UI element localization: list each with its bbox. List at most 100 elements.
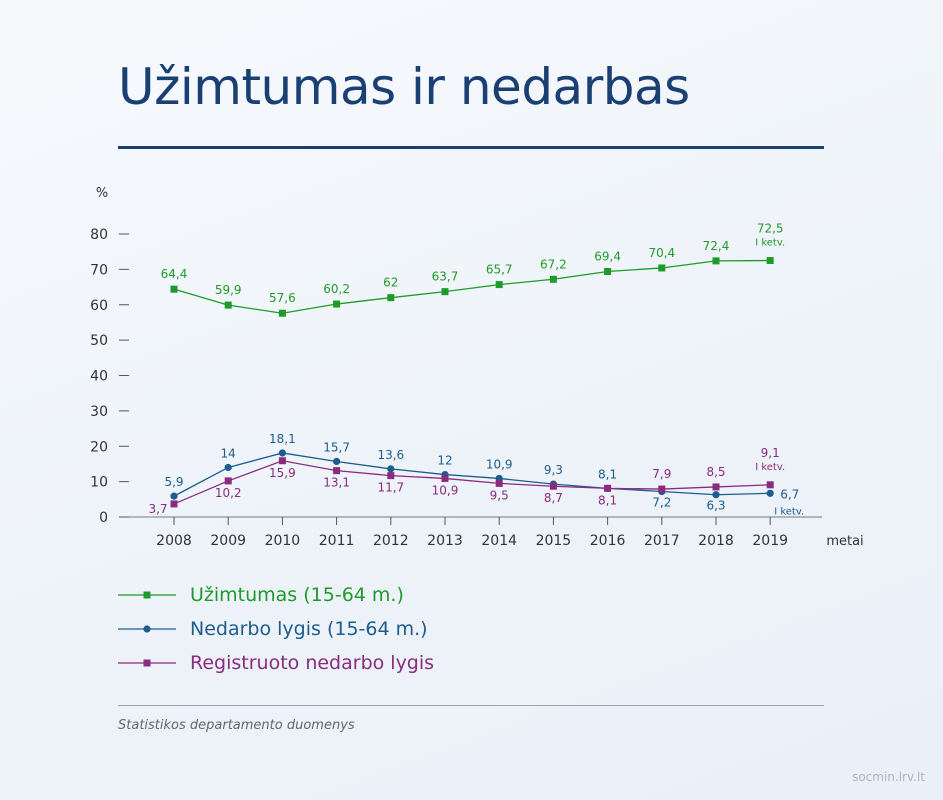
x-tick-label-2010: 2010 xyxy=(265,533,301,549)
legend-item-nedarbo-lygis: Nedarbo lygis (15-64 m.) xyxy=(118,612,434,646)
point-registruoto-nedarbo-2016 xyxy=(604,484,612,492)
data-note-registruoto-nedarbo-2019: I ketv. xyxy=(755,462,785,473)
y-tick-label-20: 20 xyxy=(90,439,108,455)
point-uzimtumas-2019 xyxy=(766,257,774,265)
data-label-registruoto-nedarbo-2013: 10,9 xyxy=(432,483,459,497)
y-tick-label-70: 70 xyxy=(90,262,108,278)
data-label-registruoto-nedarbo-2009: 10,2 xyxy=(215,486,242,500)
data-label-nedarbo-lygis-2016: 8,1 xyxy=(598,467,617,481)
point-uzimtumas-2018 xyxy=(712,257,720,265)
data-label-nedarbo-lygis-2013: 12 xyxy=(437,454,452,468)
point-nedarbo-lygis-2012 xyxy=(387,465,395,473)
data-label-registruoto-nedarbo-2012: 11,7 xyxy=(377,481,404,495)
legend-label-registruoto-nedarbo: Registruoto nedarbo lygis xyxy=(190,652,435,674)
data-label-nedarbo-lygis-2017: 7,2 xyxy=(652,496,671,510)
data-label-uzimtumas-2010: 57,6 xyxy=(269,291,296,305)
legend-label-uzimtumas: Užimtumas (15-64 m.) xyxy=(190,584,404,606)
data-label-uzimtumas-2015: 67,2 xyxy=(540,257,567,271)
point-nedarbo-lygis-2010 xyxy=(278,449,286,457)
data-label-registruoto-nedarbo-2016: 8,1 xyxy=(598,493,617,507)
point-uzimtumas-2016 xyxy=(604,267,612,275)
point-uzimtumas-2011 xyxy=(333,300,341,308)
y-tick-label-10: 10 xyxy=(90,475,108,491)
legend-marker-uzimtumas xyxy=(118,591,176,599)
chart-legend: Užimtumas (15-64 m.) Nedarbo lygis (15-6… xyxy=(118,578,434,680)
x-tick-label-2019: 2019 xyxy=(752,533,788,549)
y-axis-label: % xyxy=(96,186,108,201)
point-registruoto-nedarbo-2017 xyxy=(658,485,666,493)
point-uzimtumas-2010 xyxy=(278,309,286,317)
legend-item-registruoto-nedarbo: Registruoto nedarbo lygis xyxy=(118,646,434,680)
legend-marker-registruoto-nedarbo xyxy=(118,659,176,667)
data-label-uzimtumas-2019: 72,5 xyxy=(757,222,784,236)
source-note: Statistikos departamento duomenys xyxy=(118,718,355,733)
series-line-nedarbo-lygis xyxy=(173,452,771,497)
point-uzimtumas-2013 xyxy=(441,288,449,296)
point-nedarbo-lygis-2011 xyxy=(333,457,341,466)
data-label-uzimtumas-2008: 64,4 xyxy=(161,267,188,281)
data-label-nedarbo-lygis-2010: 18,1 xyxy=(269,432,296,446)
data-label-uzimtumas-2012: 62 xyxy=(383,276,398,290)
data-label-registruoto-nedarbo-2011: 13,1 xyxy=(323,476,350,490)
point-uzimtumas-2008 xyxy=(170,285,178,293)
point-registruoto-nedarbo-2014 xyxy=(495,479,503,487)
data-label-registruoto-nedarbo-2008: 3,7 xyxy=(148,502,167,516)
data-label-registruoto-nedarbo-2019: 9,1 xyxy=(761,446,780,460)
data-label-nedarbo-lygis-2015: 9,3 xyxy=(544,463,563,477)
data-label-nedarbo-lygis-2009: 14 xyxy=(221,446,236,460)
point-registruoto-nedarbo-2013 xyxy=(441,474,449,482)
point-registruoto-nedarbo-2018 xyxy=(712,483,720,491)
data-label-uzimtumas-2011: 60,2 xyxy=(323,282,350,296)
y-tick-label-50: 50 xyxy=(90,333,108,349)
data-label-nedarbo-lygis-2011: 15,7 xyxy=(323,440,350,454)
point-registruoto-nedarbo-2015 xyxy=(549,482,557,490)
point-nedarbo-lygis-2008 xyxy=(170,492,178,500)
y-tick-label-0: 0 xyxy=(99,510,108,526)
page-title: Užimtumas ir nedarbas xyxy=(118,58,690,116)
point-uzimtumas-2015 xyxy=(549,275,557,283)
x-tick-label-2012: 2012 xyxy=(373,533,409,549)
y-tick-label-40: 40 xyxy=(90,369,108,385)
x-axis-label: metai xyxy=(826,534,863,549)
y-tick-label-80: 80 xyxy=(90,227,108,243)
series-line-registruoto-nedarbo xyxy=(173,460,771,505)
data-label-registruoto-nedarbo-2018: 8,5 xyxy=(706,465,725,479)
x-tick-label-2009: 2009 xyxy=(210,533,246,549)
legend-marker-nedarbo-lygis xyxy=(118,625,176,633)
data-label-registruoto-nedarbo-2017: 7,9 xyxy=(652,467,671,481)
data-label-nedarbo-lygis-2018: 6,3 xyxy=(706,499,725,513)
point-registruoto-nedarbo-2010 xyxy=(278,457,286,465)
point-uzimtumas-2012 xyxy=(387,294,395,302)
point-registruoto-nedarbo-2012 xyxy=(387,472,395,480)
data-label-uzimtumas-2018: 72,4 xyxy=(703,239,730,253)
data-label-nedarbo-lygis-2008: 5,9 xyxy=(164,475,183,489)
point-uzimtumas-2017 xyxy=(658,264,666,272)
data-label-registruoto-nedarbo-2014: 9,5 xyxy=(490,488,509,502)
data-label-uzimtumas-2009: 59,9 xyxy=(215,283,242,297)
legend-item-uzimtumas: Užimtumas (15-64 m.) xyxy=(118,578,434,612)
data-label-uzimtumas-2014: 65,7 xyxy=(486,263,513,277)
data-label-nedarbo-lygis-2012: 13,6 xyxy=(377,448,404,462)
data-label-registruoto-nedarbo-2015: 8,7 xyxy=(544,491,563,505)
x-tick-label-2015: 2015 xyxy=(536,533,572,549)
x-tick-label-2013: 2013 xyxy=(427,533,463,549)
data-label-uzimtumas-2017: 70,4 xyxy=(648,246,675,260)
title-divider xyxy=(118,146,824,149)
x-tick-label-2016: 2016 xyxy=(590,533,626,549)
x-tick-label-2018: 2018 xyxy=(698,533,734,549)
point-nedarbo-lygis-2009 xyxy=(224,463,232,472)
point-nedarbo-lygis-2019 xyxy=(766,489,774,497)
point-registruoto-nedarbo-2011 xyxy=(333,467,341,475)
data-label-uzimtumas-2013: 63,7 xyxy=(432,270,459,284)
site-url: socmin.lrv.lt xyxy=(852,770,925,784)
x-tick-label-2011: 2011 xyxy=(319,533,355,549)
data-note-uzimtumas-2019: I ketv. xyxy=(755,238,785,249)
x-tick-label-2017: 2017 xyxy=(644,533,680,549)
legend-label-nedarbo-lygis: Nedarbo lygis (15-64 m.) xyxy=(190,618,428,640)
data-label-registruoto-nedarbo-2010: 15,9 xyxy=(269,466,296,480)
series-line-uzimtumas xyxy=(173,259,771,314)
y-tick-label-60: 60 xyxy=(90,298,108,314)
x-tick-label-2008: 2008 xyxy=(156,533,192,549)
footer-divider xyxy=(118,705,824,706)
point-uzimtumas-2009 xyxy=(224,301,232,309)
